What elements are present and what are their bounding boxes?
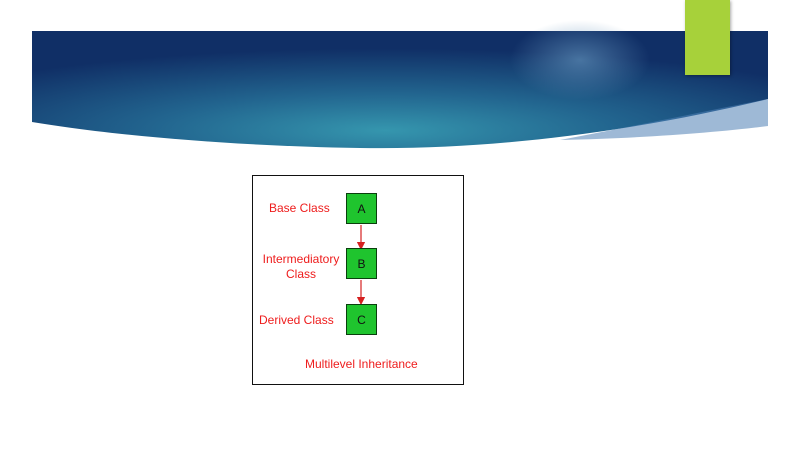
banner-glow xyxy=(510,20,650,100)
banner-sheen xyxy=(560,99,768,140)
class-b-box: B xyxy=(346,248,377,279)
inheritance-diagram: Base Class A Intermediatory Class B Deri… xyxy=(252,175,464,385)
derived-class-label: Derived Class xyxy=(259,313,334,327)
accent-tab xyxy=(685,0,730,75)
class-c-box: C xyxy=(346,304,377,335)
arrow-layer xyxy=(356,225,366,306)
class-a-box: A xyxy=(346,193,377,224)
intermediatory-label-line1: Intermediatory xyxy=(262,252,340,266)
intermediatory-class-label: Intermediatory Class xyxy=(257,252,345,282)
diagram-caption: Multilevel Inheritance xyxy=(305,357,418,371)
header-banner xyxy=(32,20,768,149)
intermediatory-label-line2: Class xyxy=(285,267,316,281)
base-class-label: Base Class xyxy=(269,201,330,215)
